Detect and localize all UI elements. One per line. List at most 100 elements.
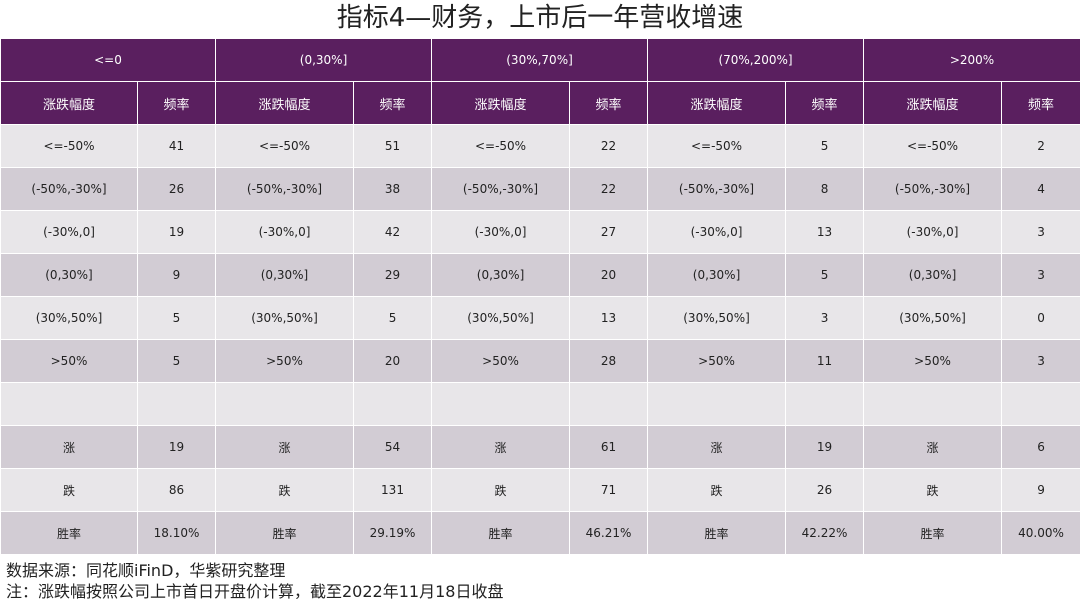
frequency-cell: 3 [1001, 253, 1080, 297]
range-cell: 跌 [431, 468, 571, 512]
frequency-cell: 6 [1001, 425, 1080, 469]
frequency-cell: 131 [352, 468, 433, 512]
group-header: (70%,200%] [647, 38, 865, 82]
frequency-cell: 9 [1001, 468, 1080, 512]
range-cell: <=-50% [0, 124, 138, 168]
column-header-frequency: 频率 [569, 81, 649, 125]
column-header-frequency: 频率 [352, 81, 433, 125]
frequency-cell [785, 382, 865, 426]
frequency-cell: 5 [137, 296, 216, 340]
frequency-cell [352, 382, 433, 426]
frequency-cell [1001, 382, 1080, 426]
table-row: (-30%,0] 19 (-30%,0] 42 (-30%,0] 27 (-30%,0] 13… [0, 210, 1080, 254]
frequency-cell: 26 [785, 468, 865, 512]
range-cell: (-30%,0] [431, 210, 571, 254]
range-cell: <=-50% [431, 124, 571, 168]
column-header-frequency: 频率 [785, 81, 865, 125]
column-header-frequency: 频率 [1001, 81, 1080, 125]
frequency-cell: 13 [785, 210, 865, 254]
range-cell: 胜率 [0, 511, 138, 555]
range-cell: 涨 [215, 425, 354, 469]
range-cell: (30%,50%] [0, 296, 138, 340]
range-cell: (30%,50%] [215, 296, 354, 340]
range-cell: 涨 [431, 425, 571, 469]
range-cell: >50% [431, 339, 571, 383]
column-header-frequency: 频率 [137, 81, 216, 125]
range-cell: >50% [0, 339, 138, 383]
frequency-cell: 13 [569, 296, 649, 340]
range-cell: 胜率 [863, 511, 1003, 555]
column-header-range: 涨跌幅度 [0, 81, 138, 125]
table-body: <=-50% 41 <=-50% 51 <=-50% 22 <=-50% 5 <=-50% 2 (-… [0, 124, 1080, 555]
frequency-cell: 38 [352, 167, 433, 211]
range-cell: 涨 [647, 425, 787, 469]
range-cell: 涨 [863, 425, 1003, 469]
frequency-cell: 20 [352, 339, 433, 383]
frequency-cell: 3 [1001, 210, 1080, 254]
table-row: 跌 86 跌 131 跌 71 跌 26 跌 9 [0, 468, 1080, 512]
frequency-cell: 8 [785, 167, 865, 211]
frequency-cell: 51 [352, 124, 433, 168]
column-header-row: 涨跌幅度 频率 涨跌幅度 频率 涨跌幅度 频率 涨跌幅度 频率 涨跌幅度 频率 [0, 81, 1080, 125]
growth-frequency-table: <=0 (0,30%] (30%,70%] (70%,200%] >200% 涨… [0, 38, 1080, 555]
frequency-cell [137, 382, 216, 426]
source-note: 数据来源：同花顺iFinD，华紫研究整理 [6, 561, 286, 580]
range-cell: (0,30%] [0, 253, 138, 297]
footnotes: 数据来源：同花顺iFinD，华紫研究整理 注：涨跌幅按照公司上市首日开盘价计算，… [6, 560, 1076, 602]
range-cell: (0,30%] [647, 253, 787, 297]
frequency-cell: 19 [137, 425, 216, 469]
range-cell [431, 382, 571, 426]
frequency-cell: 3 [1001, 339, 1080, 383]
frequency-cell: 42.22% [785, 511, 865, 555]
frequency-cell: 3 [785, 296, 865, 340]
frequency-cell: 54 [352, 425, 433, 469]
frequency-cell: 41 [137, 124, 216, 168]
range-cell: (0,30%] [431, 253, 571, 297]
group-header: >200% [863, 38, 1080, 82]
frequency-cell: 0 [1001, 296, 1080, 340]
range-cell: (-50%,-30%] [215, 167, 354, 211]
frequency-cell: 29.19% [352, 511, 433, 555]
range-cell: >50% [863, 339, 1003, 383]
range-cell: 跌 [215, 468, 354, 512]
range-cell: <=-50% [647, 124, 787, 168]
frequency-cell: 4 [1001, 167, 1080, 211]
table-row: 胜率 18.10% 胜率 29.19% 胜率 46.21% 胜率 42.22% 胜率 40.00% [0, 511, 1080, 555]
page-title: 指标4—财务，上市后一年营收增速 [336, 3, 744, 33]
range-cell [647, 382, 787, 426]
frequency-cell: 20 [569, 253, 649, 297]
frequency-cell: 5 [352, 296, 433, 340]
frequency-cell: 29 [352, 253, 433, 297]
frequency-cell: 61 [569, 425, 649, 469]
range-cell: (30%,50%] [647, 296, 787, 340]
range-cell: 胜率 [431, 511, 571, 555]
group-header: <=0 [0, 38, 216, 82]
table-row: (-50%,-30%] 26 (-50%,-30%] 38 (-50%,-30%] 22(… [0, 167, 1080, 211]
range-cell: (-30%,0] [0, 210, 138, 254]
frequency-cell: 28 [569, 339, 649, 383]
frequency-cell: 19 [137, 210, 216, 254]
frequency-cell: 11 [785, 339, 865, 383]
range-cell: >50% [647, 339, 787, 383]
table-row: (30%,50%] 5 (30%,50%] 5 (30%,50%] 13 (30%,50%]… [0, 296, 1080, 340]
frequency-cell: 40.00% [1001, 511, 1080, 555]
frequency-cell: 27 [569, 210, 649, 254]
range-cell: 胜率 [647, 511, 787, 555]
calculation-note: 注：涨跌幅按照公司上市首日开盘价计算，截至2022年11月18日收盘 [6, 582, 504, 601]
group-header-row: <=0 (0,30%] (30%,70%] (70%,200%] >200% [0, 38, 1080, 82]
frequency-cell: 18.10% [137, 511, 216, 555]
range-cell: (-50%,-30%] [647, 167, 787, 211]
range-cell: >50% [215, 339, 354, 383]
range-cell: <=-50% [863, 124, 1003, 168]
frequency-cell: 5 [785, 124, 865, 168]
frequency-cell: 19 [785, 425, 865, 469]
range-cell: (30%,50%] [863, 296, 1003, 340]
range-cell [863, 382, 1003, 426]
range-cell: 跌 [0, 468, 138, 512]
frequency-cell: 26 [137, 167, 216, 211]
column-header-range: 涨跌幅度 [863, 81, 1003, 125]
frequency-cell: 5 [785, 253, 865, 297]
table-row: 涨 19 涨 54 涨 61 涨 19 涨 6 [0, 425, 1080, 469]
group-header: (30%,70%] [431, 38, 649, 82]
frequency-cell: 46.21% [569, 511, 649, 555]
